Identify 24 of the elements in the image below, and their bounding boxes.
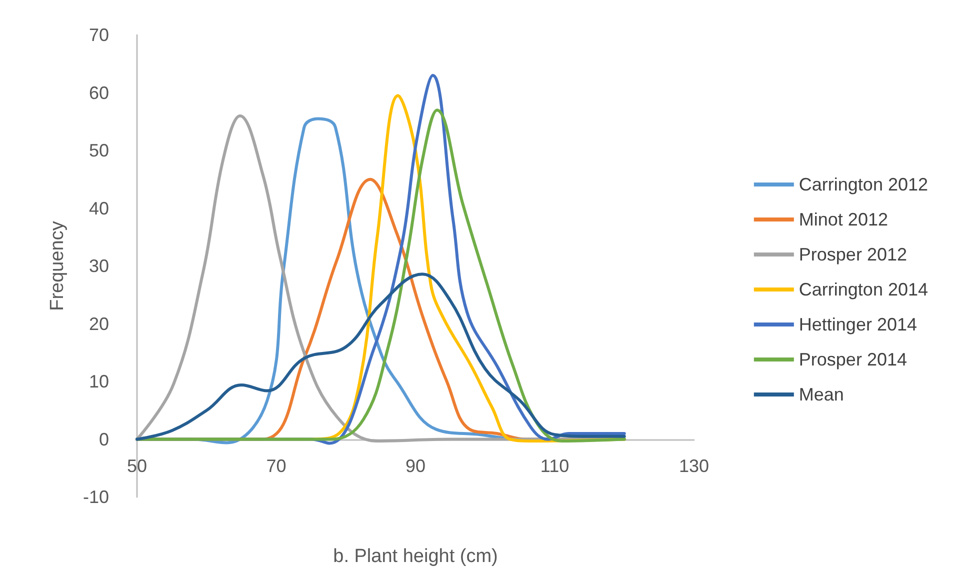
legend-label: Prosper 2014 <box>798 350 907 370</box>
y-tick-label: 20 <box>88 314 109 334</box>
y-tick-label: 60 <box>88 82 109 103</box>
legend-label: Mean <box>798 384 844 404</box>
y-tick-label: 0 <box>98 429 109 450</box>
y-tick-label: 70 <box>88 25 109 45</box>
x-tick-label: 130 <box>678 456 710 476</box>
x-axis-title: b. Plant height (cm) <box>333 546 498 567</box>
y-tick-label: 40 <box>88 198 109 218</box>
x-tick-label: 50 <box>126 456 148 476</box>
y-tick-label: 30 <box>88 256 109 276</box>
legend-label: Hettinger 2014 <box>798 314 918 334</box>
y-tick-label: 50 <box>88 140 109 160</box>
legend-label: Carrington 2012 <box>798 174 928 194</box>
legend-label: Minot 2012 <box>798 210 888 230</box>
line-series <box>136 272 626 441</box>
y-axis-title: Frequency <box>47 220 68 311</box>
legend-label: Carrington 2014 <box>798 280 928 300</box>
y-tick-label: -10 <box>82 487 109 507</box>
x-tick-label: 110 <box>540 456 570 476</box>
x-tick-label: 70 <box>266 456 286 476</box>
legend-label: Prosper 2012 <box>798 244 907 264</box>
x-tick-label: 90 <box>405 456 426 476</box>
y-tick-label: 10 <box>88 372 109 392</box>
